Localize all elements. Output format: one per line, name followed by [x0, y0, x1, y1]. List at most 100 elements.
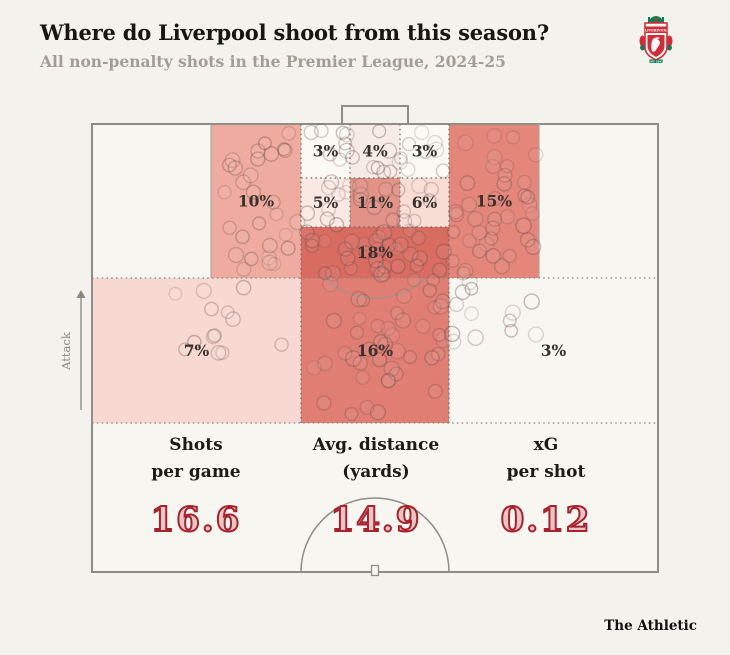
shot-dot [385, 212, 401, 228]
shot-dot [461, 196, 478, 213]
stat-label: xG [533, 435, 559, 455]
shot-dot [445, 333, 462, 350]
zone-outside-center [301, 278, 449, 423]
shot-dot [464, 281, 479, 296]
shot-dot [289, 214, 306, 231]
zone-label-box-edge-center: 18% [357, 243, 394, 262]
shot-dot [257, 136, 272, 151]
shot-dot [528, 147, 544, 163]
crest-est-label: EST 1892 [649, 59, 663, 63]
shot-dot [261, 237, 278, 254]
shot-dot [358, 245, 373, 260]
shot-dot [430, 346, 446, 362]
shot-dot [277, 142, 292, 157]
shot-dot [352, 311, 367, 326]
shot-dot [467, 210, 484, 228]
shot-dot [324, 265, 342, 282]
stat-shots-per-game: Shots per game 16.6 [81, 432, 311, 541]
shot-dot [403, 350, 418, 365]
zones-layer [92, 124, 539, 423]
shot-dot [269, 207, 284, 222]
shot-dot [205, 329, 222, 345]
shot-dot [267, 256, 282, 272]
shot-dot [485, 220, 501, 236]
shot-dot [250, 143, 266, 159]
shot-dot [435, 163, 451, 179]
shot-dot [418, 144, 433, 159]
shot-dot [457, 134, 474, 152]
shot-dot [187, 334, 202, 350]
zone-label-mid-box-left: 5% [313, 193, 339, 212]
zone-mid-box-left [301, 178, 350, 227]
shot-dot [394, 312, 412, 329]
shot-dot [319, 211, 335, 227]
shot-dot [338, 184, 354, 200]
shot-dot [400, 161, 416, 178]
zone-label-box-left: 10% [238, 192, 275, 211]
shot-dot [345, 149, 360, 165]
shot-dot [432, 298, 449, 315]
shots-scatter-layer [168, 123, 545, 421]
shot-dot [367, 252, 384, 269]
shot-dot [497, 167, 513, 184]
zone-box-right [449, 124, 539, 278]
shot-dot [210, 344, 227, 361]
shot-dot [338, 136, 353, 151]
shot-dot [467, 329, 484, 346]
shot-dot [306, 360, 322, 376]
shot-dot [303, 124, 319, 141]
shot-dot [274, 337, 289, 352]
shot-dot [422, 283, 437, 298]
zone-label-mid-box-right: 6% [412, 193, 438, 212]
shot-dot [402, 223, 417, 238]
zone-labels-layer: 3% 4% 3% 10% 5% 11% 6% 15% 18% 7% 16% 3% [184, 142, 567, 361]
shot-dot [356, 293, 371, 308]
shot-dot [244, 251, 259, 267]
shot-dot [454, 284, 471, 301]
shot-dot [321, 202, 336, 217]
stat-sublabel: per game [151, 462, 241, 482]
shot-dot [304, 238, 320, 254]
shot-dot [250, 151, 266, 167]
shot-dot [375, 224, 393, 241]
shot-dot [368, 233, 384, 249]
shot-dot [281, 125, 297, 141]
crest-wordmark: LIVERPOOL [645, 28, 668, 32]
zone-label-six-yard-right: 3% [412, 142, 438, 161]
shot-dot [393, 151, 408, 166]
shot-dot [521, 197, 538, 214]
zone-label-six-yard-left: 3% [313, 142, 339, 161]
stat-value: 14.9 [330, 499, 422, 541]
stat-sublabel: (yards) [342, 462, 410, 482]
shot-dot [376, 267, 391, 282]
page-subtitle: All non-penalty shots in the Premier Lea… [40, 52, 506, 71]
shot-dot [380, 373, 396, 389]
shot-dot [435, 243, 452, 260]
shot-dot [344, 406, 359, 421]
shot-dot [261, 249, 277, 266]
shot-dot [423, 181, 439, 198]
shot-dot [461, 274, 478, 291]
penalty-arc [323, 277, 427, 299]
shot-dot [252, 216, 267, 231]
shot-dot [407, 273, 422, 288]
shot-dot [338, 142, 355, 159]
shot-dot [242, 167, 259, 184]
shot-dot [332, 152, 347, 167]
shot-dot [369, 261, 386, 278]
shot-dot [427, 300, 442, 315]
shot-dot [318, 266, 333, 281]
zone-label-outside-left: 7% [184, 341, 210, 360]
shot-dot [235, 174, 252, 191]
shot-dot [472, 243, 488, 259]
shot-dot [427, 383, 443, 399]
shot-dot [343, 261, 358, 276]
shot-dot [396, 213, 413, 230]
shot-dot [388, 366, 404, 382]
shot-dot [443, 325, 461, 343]
shot-dot [496, 176, 513, 192]
shot-dot [457, 262, 474, 280]
shot-dot [432, 262, 448, 278]
shot-dot [235, 279, 252, 296]
